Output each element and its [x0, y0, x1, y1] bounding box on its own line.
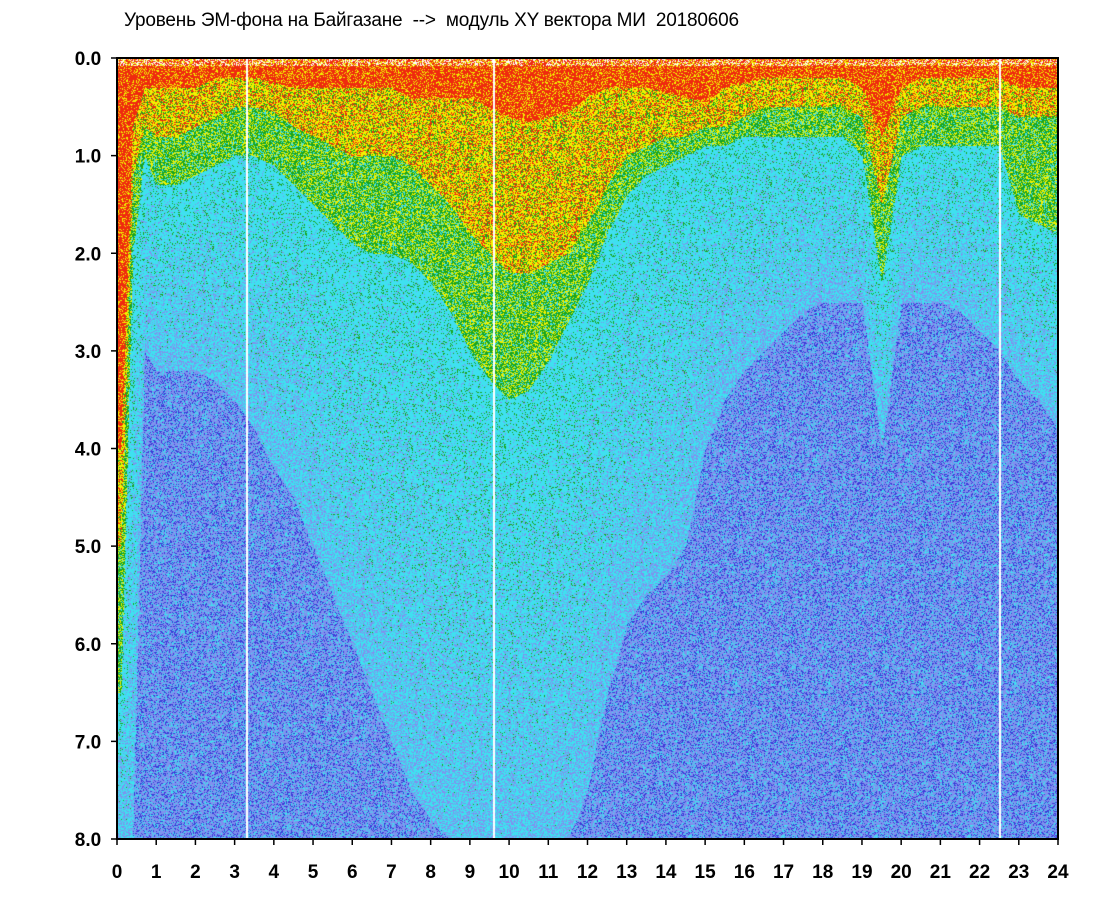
y-tick-label: 3.0: [75, 342, 101, 363]
x-tick-label: 13: [616, 862, 637, 883]
x-tick-label: 20: [891, 862, 912, 883]
y-tick-label: 4.0: [75, 440, 101, 461]
x-tick-label: 8: [425, 862, 436, 883]
chart-title: Уровень ЭМ-фона на Байгазане --> модуль …: [124, 10, 739, 31]
x-tick-label: 15: [695, 862, 717, 883]
x-tick-label: 19: [851, 862, 872, 883]
x-tick-label: 24: [1047, 862, 1069, 883]
x-tick-label: 3: [229, 862, 240, 883]
y-tick-label: 6.0: [75, 635, 101, 656]
x-tick-label: 0: [112, 862, 123, 883]
x-tick-label: 12: [577, 862, 598, 883]
plot-frame: [116, 57, 1059, 840]
y-tick-label: 1.0: [75, 147, 101, 168]
x-tick-label: 4: [269, 862, 280, 883]
x-tick-label: 14: [655, 862, 677, 883]
x-tick-label: 2: [190, 862, 201, 883]
heatmap-plot-area: [117, 58, 1058, 839]
x-tick-label: 5: [308, 862, 319, 883]
y-tick-label: 7.0: [75, 732, 101, 753]
x-tick-label: 23: [1008, 862, 1029, 883]
y-tick-label: 2.0: [75, 244, 101, 265]
x-tick-label: 18: [812, 862, 833, 883]
y-tick-label: 5.0: [75, 537, 101, 558]
x-axis: 0 1 2 3 4 5 6 7 8 9 10 11 12 13 14 15 16 17 18 19 20 21 22 23 24: [112, 839, 1069, 883]
x-tick-label: 11: [538, 862, 559, 883]
x-tick-label: 21: [930, 862, 952, 883]
x-tick-label: 1: [151, 862, 162, 883]
y-axis: 0.0 1.0 2.0 3.0 4.0 5.0 6.0 7.0 8.0: [75, 49, 117, 851]
y-tick-label: 8.0: [75, 830, 101, 851]
y-tick-label: 0.0: [75, 49, 101, 70]
x-tick-label: 6: [347, 862, 358, 883]
x-tick-label: 22: [969, 862, 990, 883]
x-tick-label: 10: [499, 862, 520, 883]
x-tick-label: 9: [465, 862, 476, 883]
x-tick-label: 16: [734, 862, 755, 883]
x-tick-label: 7: [386, 862, 397, 883]
x-tick-label: 17: [773, 862, 794, 883]
